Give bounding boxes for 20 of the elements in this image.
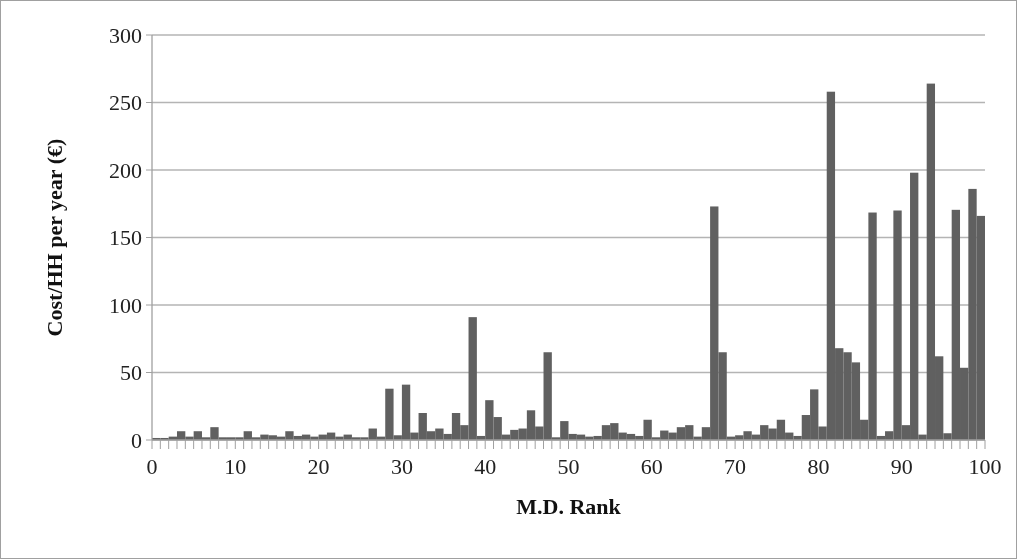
y-tick-label: 50 xyxy=(120,360,142,386)
x-tick-label: 0 xyxy=(146,454,158,479)
x-tick-label: 10 xyxy=(224,454,247,479)
y-tick-label: 100 xyxy=(109,292,142,318)
x-tick-label: 40 xyxy=(474,454,497,479)
y-tick-label: 0 xyxy=(131,427,142,453)
x-tick-label: 60 xyxy=(640,454,663,479)
x-tick-label: 30 xyxy=(390,454,413,479)
x-tick-label: 90 xyxy=(890,454,913,479)
x-tick-label: 100 xyxy=(968,454,1002,479)
y-tick-label: 250 xyxy=(109,90,142,116)
y-tick-label: 300 xyxy=(109,22,142,48)
x-axis-title: M.D. Rank xyxy=(516,494,622,519)
y-tick-label: 200 xyxy=(109,157,142,183)
y-tick-label: 150 xyxy=(109,225,142,251)
x-tick-label: 80 xyxy=(807,454,830,479)
x-tick-label: 70 xyxy=(724,454,747,479)
x-tick-label: 50 xyxy=(557,454,580,479)
y-axis-title: Cost/HH per year (€) xyxy=(42,138,67,337)
x-tick-label: 20 xyxy=(307,454,330,479)
